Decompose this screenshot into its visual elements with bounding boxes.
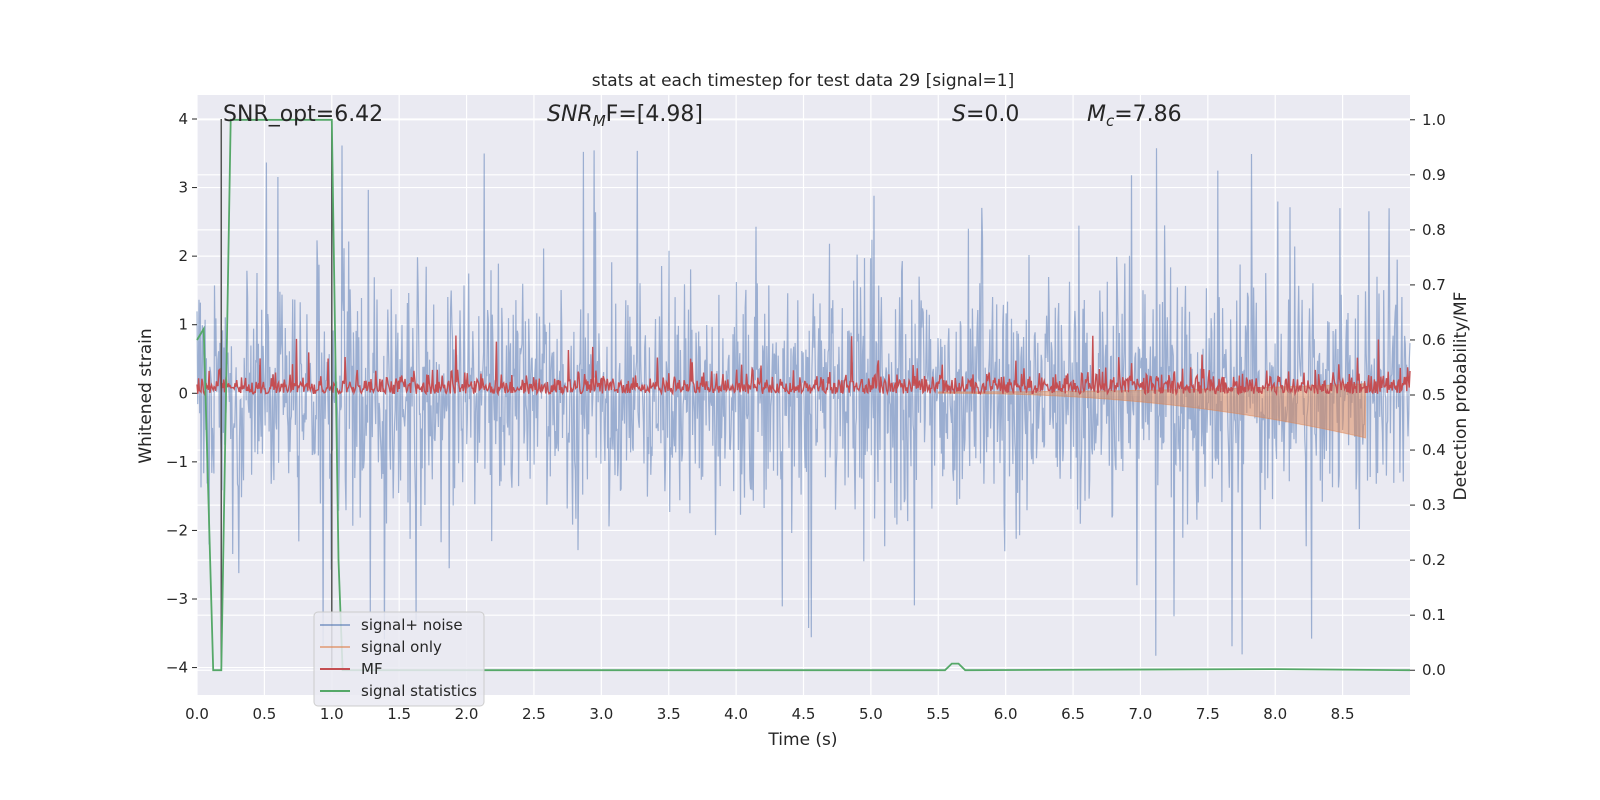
x-tick-label: 4.0 (724, 705, 748, 723)
x-tick-label: 7.5 (1196, 705, 1220, 723)
y2-tick-label: 0.5 (1422, 386, 1446, 404)
y2-tick-label: 0.2 (1422, 551, 1446, 569)
annotation-s: S=0.0 (952, 102, 1019, 127)
x-tick-label: 3.0 (589, 705, 613, 723)
y2-axis-ticks: 1.0 0.9 0.8 0.7 0.6 0.5 0.4 0.3 0.2 0.1 0.0 (1410, 111, 1446, 679)
legend-box (313, 611, 485, 707)
y2-tick-label: 0.7 (1422, 276, 1446, 294)
annotation-snr-mf-post: F=[4.98] (606, 102, 703, 127)
x-tick-label: 6.0 (994, 705, 1018, 723)
x-tick-label: 5.0 (859, 705, 883, 723)
x-tick-label: 6.5 (1061, 705, 1085, 723)
y2-tick-label: 0.0 (1422, 661, 1446, 679)
y-axis-label: Whitened strain (136, 328, 156, 463)
mf-series (196, 335, 1411, 397)
y2-tick-label: 1.0 (1422, 111, 1446, 129)
x-tick-label: 5.5 (926, 705, 950, 723)
chart-title: stats at each timestep for test data 29 … (592, 71, 1015, 91)
x-tick-label: 4.5 (792, 705, 816, 723)
y2-axis-label: Detection probability/MF (1451, 292, 1471, 501)
mf-line (196, 335, 1411, 397)
x-tick-label: 1.5 (387, 705, 411, 723)
annotation-snr-mf: SNRMF=[4.98] (547, 102, 703, 130)
signal-chirp (937, 383, 1366, 439)
x-tick-label: 0.5 (252, 705, 276, 723)
x-tick-label: 1.0 (320, 705, 344, 723)
signal-only-series (937, 383, 1366, 439)
legend-label-mf: MF (361, 660, 383, 678)
y-tick-label: −4 (166, 659, 188, 677)
x-tick-label: 7.0 (1129, 705, 1153, 723)
annotation-snr-mf-sub: M (593, 112, 606, 130)
x-axis-ticks: 0.0 0.5 1.0 1.5 2.0 2.5 3.0 3.5 4.0 4.5 5.0 5.5 6.0 6… (185, 705, 1354, 723)
y-tick-label: −1 (166, 453, 188, 471)
annotation-mc: Mc=7.86 (1087, 102, 1182, 130)
x-tick-label: 2.0 (455, 705, 479, 723)
signal-statistics-series (196, 118, 1411, 672)
x-tick-label: 8.0 (1263, 705, 1287, 723)
y-tick-label: 1 (178, 316, 188, 334)
y-tick-label: 4 (178, 110, 188, 128)
annotation-mc-sub: c (1106, 112, 1115, 130)
x-tick-label: 2.5 (522, 705, 546, 723)
x-tick-label: 8.5 (1331, 705, 1355, 723)
legend-label-signal: signal only (361, 638, 442, 656)
annotation-snr-opt: SNR_opt=6.42 (223, 102, 383, 127)
signal-statistics-line (196, 118, 1411, 672)
y-tick-label: −2 (166, 521, 188, 539)
y-tick-label: −3 (166, 590, 188, 608)
y2-tick-label: 0.1 (1422, 606, 1446, 624)
legend-label-stats: signal statistics (361, 682, 477, 700)
annotation-snr-mf-var: SNR (547, 102, 593, 127)
y-tick-label: 3 (178, 179, 188, 197)
annotation-mc-var: M (1087, 102, 1106, 127)
y-tick-label: 2 (178, 247, 188, 265)
y2-tick-label: 0.3 (1422, 496, 1446, 514)
y2-tick-label: 0.9 (1422, 166, 1446, 184)
x-axis-label: Time (s) (767, 730, 837, 750)
x-tick-label: 0.0 (185, 705, 209, 723)
annotation-mc-post: =7.86 (1114, 102, 1181, 127)
legend-label-noise: signal+ noise (361, 616, 463, 634)
y2-tick-label: 0.4 (1422, 441, 1446, 459)
annotation-s-post: =0.0 (966, 102, 1019, 127)
y2-tick-label: 0.8 (1422, 221, 1446, 239)
x-tick-label: 3.5 (657, 705, 681, 723)
annotation-s-var: S (952, 102, 966, 127)
vertical-lines (220, 119, 333, 668)
y-axis-ticks: 4 3 2 1 0 −1 −2 −3 −4 (166, 110, 197, 677)
y-tick-label: 0 (178, 384, 188, 402)
y2-tick-label: 0.6 (1422, 331, 1446, 349)
legend: signal+ noise signal only MF signal stat… (313, 611, 485, 707)
